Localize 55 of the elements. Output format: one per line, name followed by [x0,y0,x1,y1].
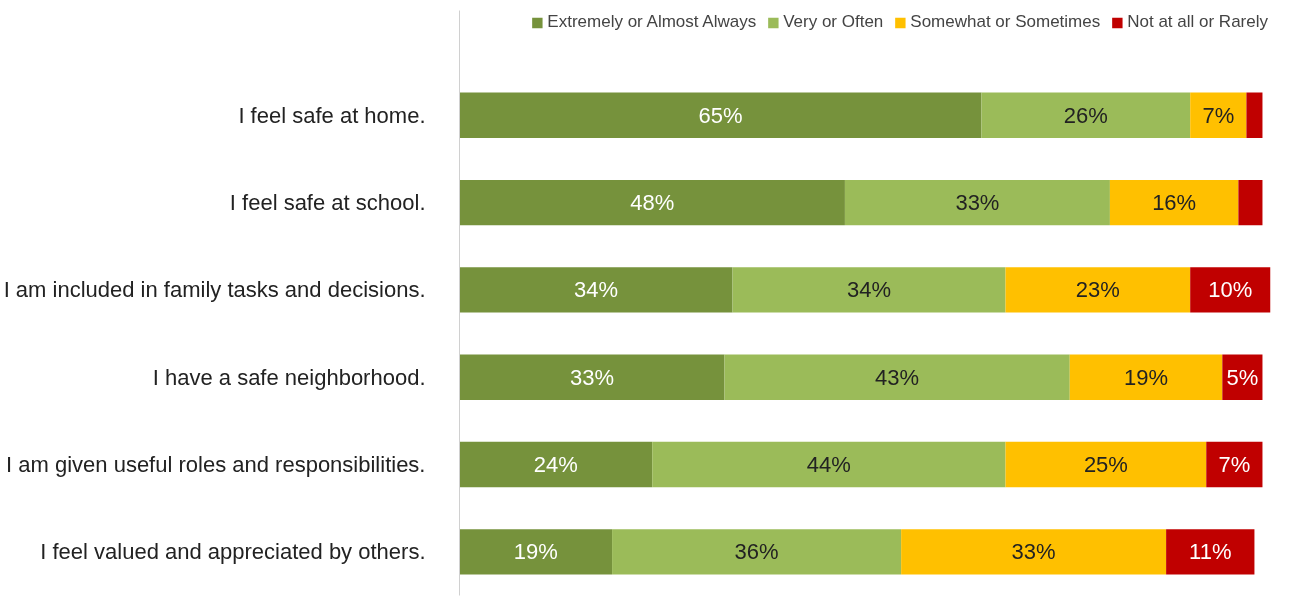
data-label: 33% [955,190,1000,216]
data-label: 34% [573,277,619,303]
legend-label: Extremely or Almost Always [547,12,757,32]
bar [459,92,982,138]
bar [459,267,733,313]
data-label: 34% [847,277,892,303]
legend-label: Very or Often [783,12,884,32]
data-label: 7% [1218,452,1251,478]
y-tick-label: I feel safe at school. [229,190,426,216]
y-tick-label: I am included in family tasks and decisions. [3,277,426,303]
bar [1190,267,1271,313]
bar [612,529,902,575]
bar [1166,529,1255,575]
bar [459,529,613,575]
bar [724,354,1070,400]
bar [844,179,1110,226]
data-label: 11% [1189,539,1232,565]
bar [1206,441,1263,488]
data-label: 23% [1075,277,1120,303]
bar [1109,179,1239,226]
data-label: 5% [1226,364,1259,390]
bar [459,441,653,488]
bar [1190,92,1247,138]
y-tick-label: I feel valued and appreciated by others. [40,539,426,565]
data-label: 26% [1063,102,1108,128]
data-label: 33% [569,364,615,390]
y-tick-label: I feel safe at home. [238,102,426,128]
legend-label: Somewhat or Sometimes [910,12,1101,32]
bar [1069,354,1223,400]
data-label: 43% [875,364,920,390]
bar [459,179,845,226]
data-label: 33% [1011,539,1056,565]
data-label: 65% [698,102,743,128]
bar [901,529,1167,575]
bar [652,441,1006,488]
data-label: 36% [734,539,779,565]
bar [459,354,725,400]
data-label: 48% [630,190,675,216]
bar [981,92,1191,138]
bar [1246,92,1263,138]
bar [1005,267,1191,313]
data-label: 24% [533,452,578,478]
y-tick-label: I am given useful roles and responsibilities. [6,452,426,478]
bar [732,267,1006,313]
y-tick-label: I have a safe neighborhood. [152,364,426,390]
data-label: 19% [513,539,558,565]
data-label: 7% [1202,102,1235,128]
data-label: 19% [1124,364,1169,390]
data-label: 25% [1083,452,1128,478]
data-label: 16% [1152,190,1197,216]
data-label: 10% [1208,277,1253,303]
legend-label: Not at all or Rarely [1127,12,1268,32]
data-label: 44% [806,452,851,478]
bar [1238,179,1263,226]
bar [1005,441,1207,488]
